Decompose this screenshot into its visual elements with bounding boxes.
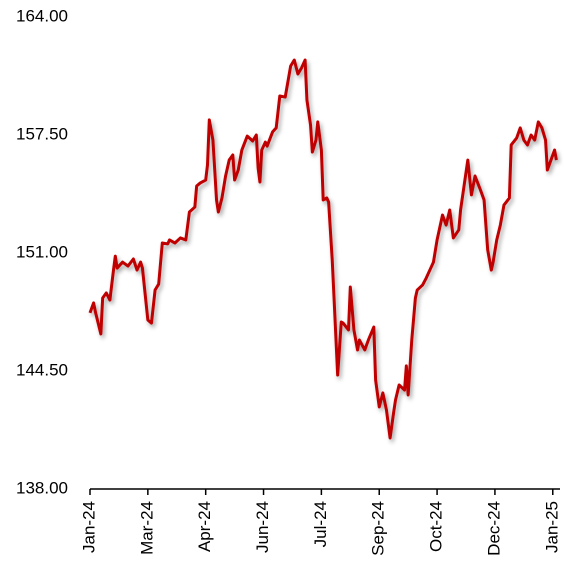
y-tick-label: 151.00 xyxy=(16,242,68,261)
y-tick-label: 144.50 xyxy=(16,360,68,379)
x-tick-label: Mar-24 xyxy=(137,501,156,555)
y-tick-label: 138.00 xyxy=(16,478,68,497)
x-tick-label: Jan-25 xyxy=(542,501,561,553)
line xyxy=(88,58,558,440)
x-tick-label: Dec-24 xyxy=(484,501,503,556)
x-tick-label: Jan-24 xyxy=(79,501,98,553)
x-tick-label: Jun-24 xyxy=(253,501,272,553)
x-tick-label: Oct-24 xyxy=(427,501,446,552)
x-tick-label: Jul-24 xyxy=(311,501,330,547)
y-tick-label: 164.00 xyxy=(16,6,68,25)
y-tick-label: 157.50 xyxy=(16,124,68,143)
x-tick-label: Sep-24 xyxy=(369,501,388,556)
x-tick-label: Apr-24 xyxy=(195,501,214,552)
